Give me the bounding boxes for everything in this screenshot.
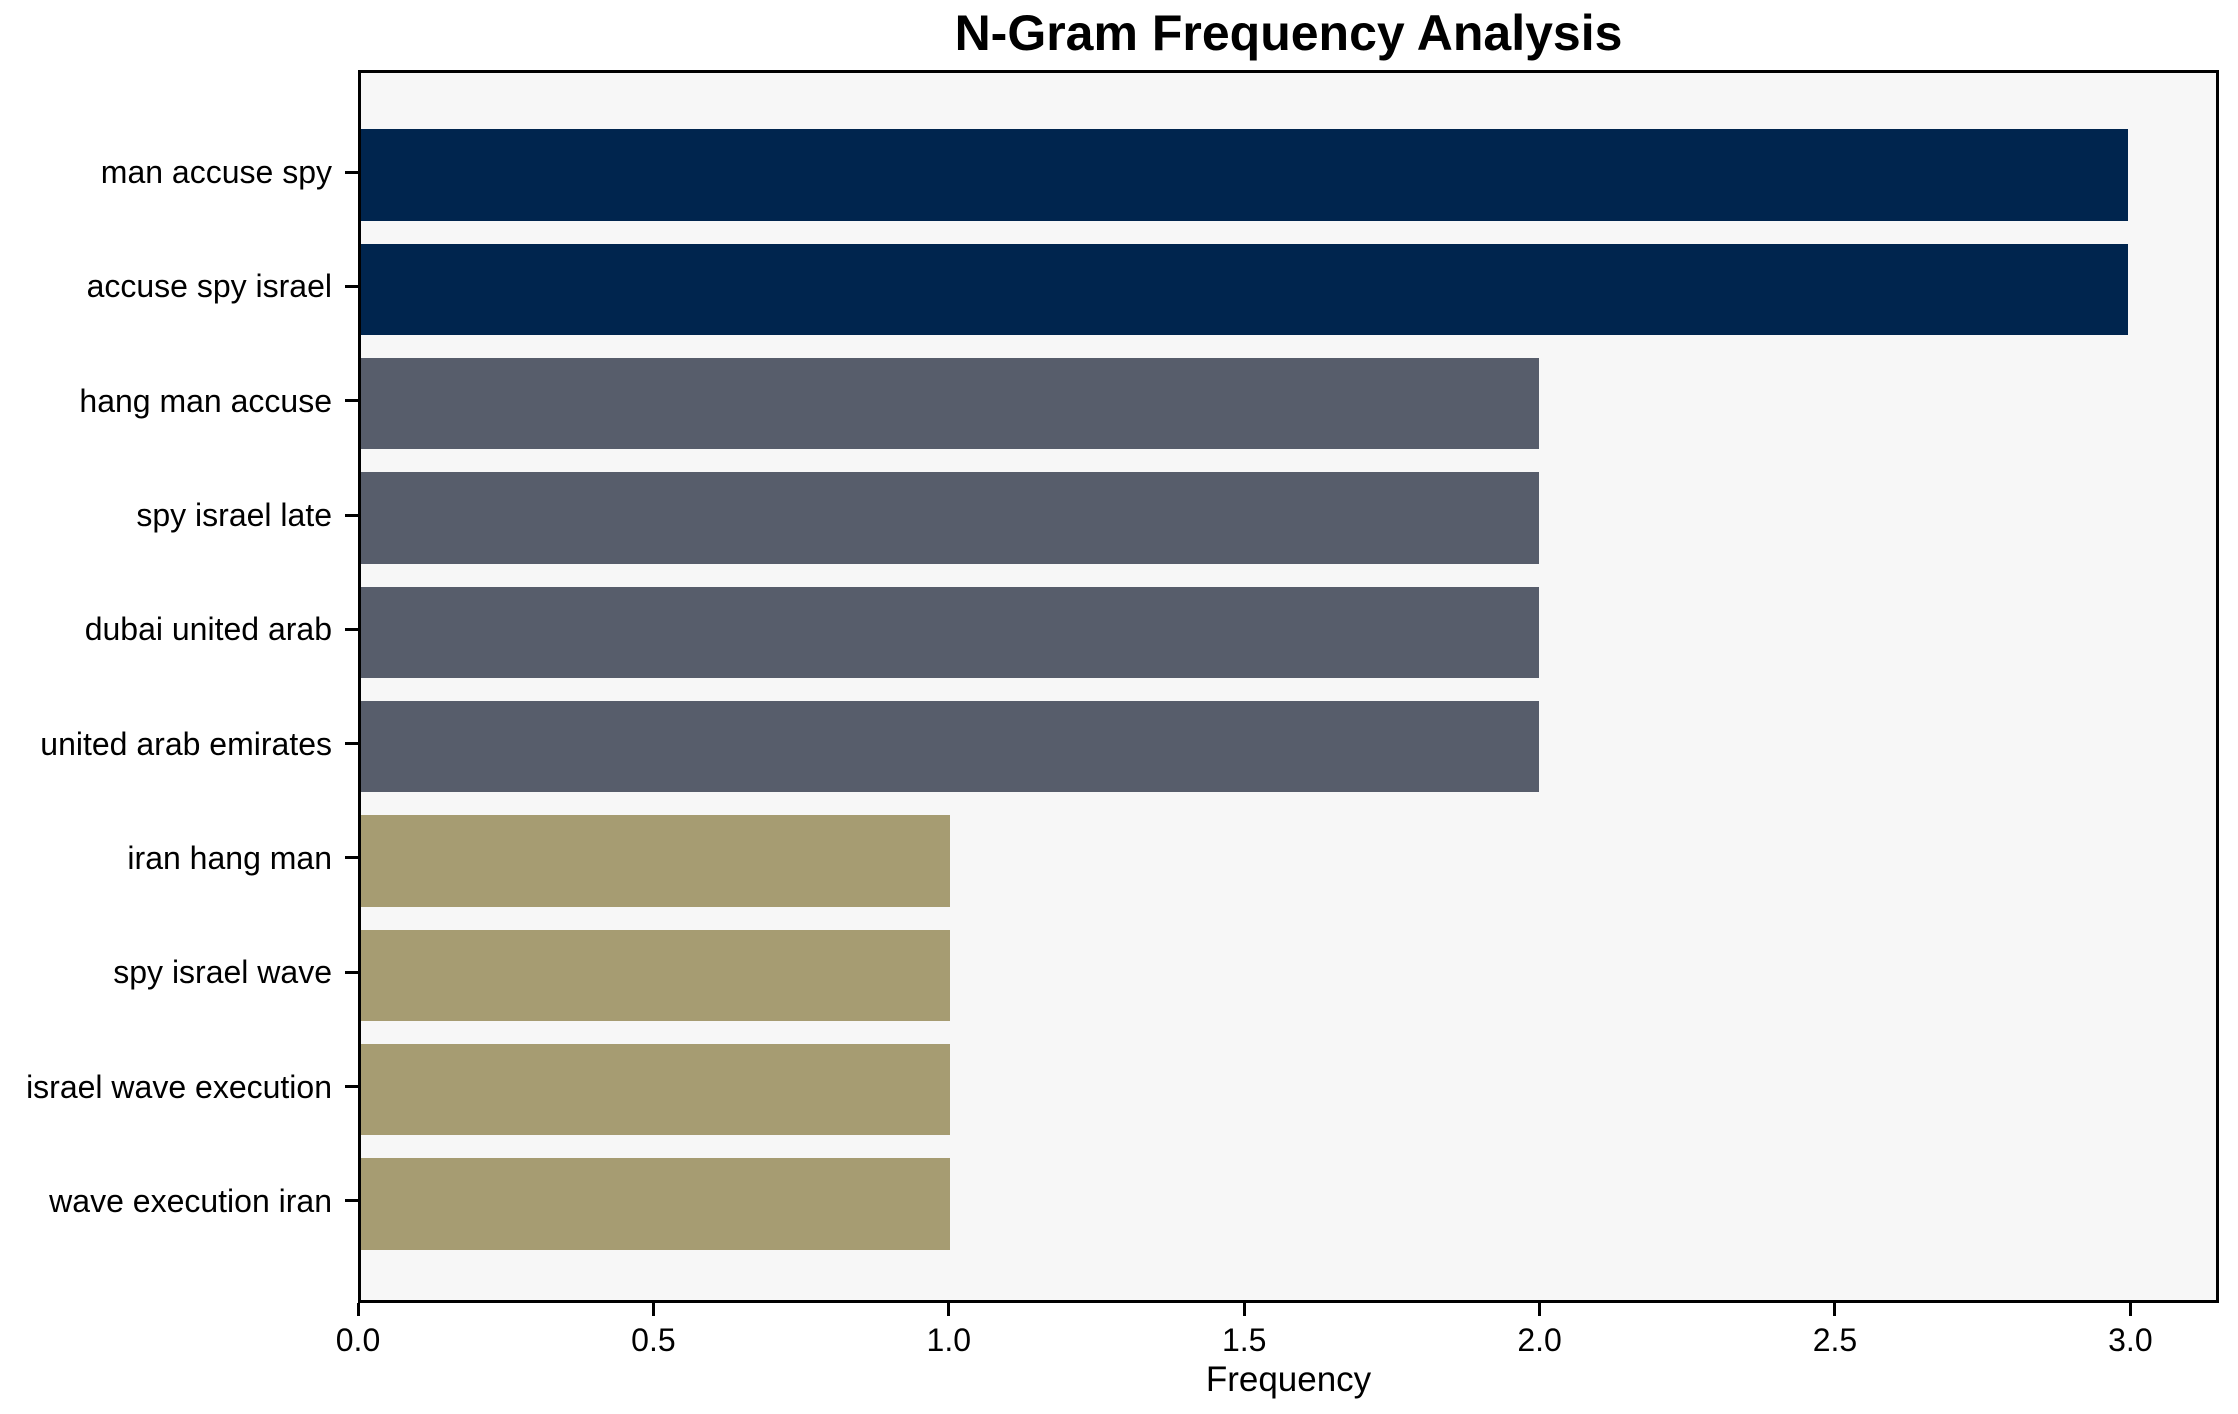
bar-dubai-united-arab: [361, 586, 1539, 679]
x-tick-label: 0.0: [335, 1322, 381, 1358]
y-tick-label: dubai united arab: [84, 611, 332, 648]
y-tick-label: united arab emirates: [40, 725, 332, 762]
x-tick: [651, 1303, 655, 1316]
y-tick-label: israel wave execution: [26, 1068, 332, 1105]
x-tick-label: 1.0: [926, 1322, 972, 1358]
y-tick-label: spy israel wave: [113, 954, 332, 991]
x-tick-label: 2.0: [1517, 1322, 1562, 1358]
x-tick: [356, 1303, 360, 1316]
x-tick: [1538, 1303, 1542, 1316]
y-tick: [345, 284, 358, 288]
y-tick-label: man accuse spy: [100, 154, 332, 191]
y-tick-label: spy israel late: [136, 497, 332, 534]
y-tick-label: hang man accuse: [79, 382, 332, 419]
y-tick: [345, 970, 358, 974]
y-tick-label: accuse spy israel: [86, 268, 332, 305]
chart-title: N-Gram Frequency Analysis: [954, 5, 1623, 61]
y-tick: [345, 513, 358, 517]
y-tick-label: wave execution iran: [49, 1182, 332, 1219]
y-tick: [345, 1085, 358, 1089]
bar-man-accuse-spy: [361, 129, 2128, 221]
bar-israel-wave-execution: [361, 1043, 950, 1136]
x-tick: [947, 1303, 951, 1316]
x-tick-label: 1.5: [1221, 1322, 1267, 1358]
y-tick: [345, 170, 358, 174]
x-tick-label: 3.0: [2108, 1322, 2153, 1358]
bar-wave-execution-iran: [361, 1158, 950, 1250]
x-tick-label: 2.5: [1812, 1322, 1858, 1358]
y-tick: [345, 627, 358, 631]
bar-spy-israel-late: [361, 472, 1539, 564]
y-tick-label: iran hang man: [127, 839, 332, 876]
bar-hang-man-accuse: [361, 358, 1539, 450]
bar-iran-hang-man: [361, 815, 950, 907]
y-tick: [345, 1199, 358, 1203]
x-tick: [2128, 1303, 2132, 1316]
x-tick: [1833, 1303, 1837, 1316]
x-tick: [1242, 1303, 1246, 1316]
bar-spy-israel-wave: [361, 929, 950, 1021]
plot-area: [358, 70, 2219, 1303]
x-axis-label: Frequency: [1205, 1360, 1372, 1399]
y-tick: [345, 742, 358, 746]
y-tick: [345, 399, 358, 403]
bar-united-arab-emirates: [361, 700, 1539, 793]
bar-accuse-spy-israel: [361, 243, 2128, 336]
x-tick-label: 0.5: [631, 1322, 676, 1358]
y-tick: [345, 856, 358, 860]
bars: [361, 73, 2216, 1300]
